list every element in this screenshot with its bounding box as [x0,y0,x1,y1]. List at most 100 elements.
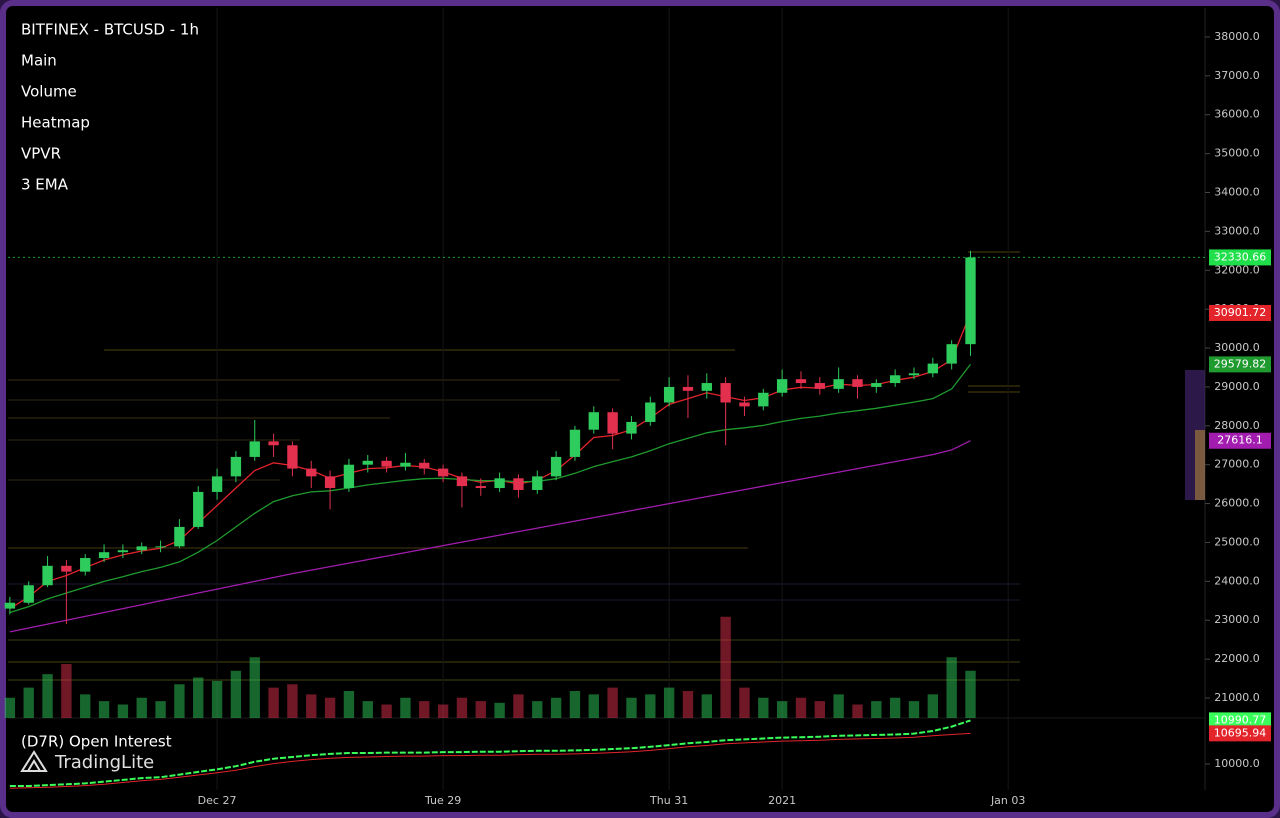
volume-bar [795,697,807,718]
volume-bar [174,684,185,718]
heatmap [8,251,1205,681]
x-tick-label: 2021 [768,794,796,807]
candle-body [871,383,882,387]
volume-bar [456,697,468,718]
volume-bar [927,694,939,718]
candle-body [626,421,637,434]
price-tag [1209,712,1271,729]
candle-body [249,441,260,457]
candle-body [663,386,675,403]
candle-body [419,462,430,469]
price-tag [1209,249,1271,266]
volume-bar [324,697,336,718]
indicator-label[interactable]: VPVR [21,145,61,163]
price-tag-label: 10695.94 [1214,726,1267,739]
candle-body [720,383,731,403]
y-tick-label: 27000.0 [1214,458,1260,471]
x-tick-label: Dec 27 [198,794,237,807]
volume-bar [494,702,505,718]
indicator-label[interactable]: Heatmap [21,114,90,132]
price-tag [1209,356,1271,373]
candle-body [362,460,373,465]
y-tick-label: 33000.0 [1214,224,1260,237]
candle-body [607,412,618,434]
indicator-label[interactable]: 3 EMA [21,176,69,194]
volume-bar [211,680,223,718]
price-tag-label: 10990.77 [1214,713,1267,726]
candle-body [475,486,486,489]
candle-body [437,468,449,477]
volume-bar [833,694,844,718]
candle-body [965,257,976,345]
candle-body [682,386,694,391]
candle-body [287,445,298,469]
ema-line [9,440,971,633]
candle-body [588,412,599,430]
price-tag-label: 29579.82 [1214,357,1267,370]
candle-body [400,462,411,467]
volume-bar [475,701,486,718]
y-tick-label: 25000.0 [1214,535,1260,548]
candle-body [833,379,844,389]
volume-bar [306,694,317,718]
candle-body [268,441,279,446]
volume-bar [400,697,411,718]
volume-bar [98,701,110,718]
volume-bar [663,687,675,718]
volume-bar [532,701,543,718]
volume-bar [908,701,920,718]
candle-body [814,383,825,389]
price-tag [1209,432,1271,449]
y-tick-label: 28000.0 [1214,419,1260,432]
oi-line [9,732,971,789]
volume-bar [193,677,204,718]
candle-body [908,373,920,376]
y-tick-label: 37000.0 [1214,69,1260,82]
volume-bar [362,701,373,718]
volume-bar [720,616,731,718]
ema-line [9,364,972,614]
candle-body [117,550,129,553]
y-tick-label: 32000.0 [1214,263,1260,276]
volume-bar [117,704,129,718]
volume-bar [852,704,863,718]
volume-bar [550,697,562,718]
logo [20,750,48,772]
watermark: TradingLite [54,752,154,773]
volume-bar [42,674,53,718]
indicator-label[interactable]: Volume [21,83,77,101]
candle-body [23,585,34,603]
volume-bar [23,687,34,718]
price-tag [1209,304,1271,321]
x-tick-label: Jan 03 [990,794,1025,807]
x-tick-label: Tue 29 [424,794,461,807]
candle-body [381,460,392,467]
volume-bar [136,697,147,718]
volume-bar [249,657,260,718]
candle-body [701,383,712,391]
y-tick-label: 35000.0 [1214,147,1260,160]
volume-bar [268,687,279,718]
volume-bar [776,701,788,718]
indicator-label[interactable]: Main [21,52,57,70]
volume-bar [889,697,901,718]
candle-body [98,552,110,559]
y-tick-label: 30000.0 [1214,341,1260,354]
candle-body [61,565,72,572]
volume-bar [287,684,298,718]
volume-bar [946,657,957,718]
candle-body [776,379,788,393]
volume-bar [739,687,750,718]
candle-body [80,558,91,572]
candle-body [306,468,317,477]
price-tag-label: 27616.1 [1217,434,1263,447]
candle-body [889,375,901,384]
candle-body [42,565,53,586]
y-tick-label: 34000.0 [1214,186,1260,199]
candle-body [136,546,147,551]
volume-bar [230,670,242,718]
volume-bar [758,697,769,718]
candle-body [927,363,939,374]
price-tag [1209,725,1271,742]
